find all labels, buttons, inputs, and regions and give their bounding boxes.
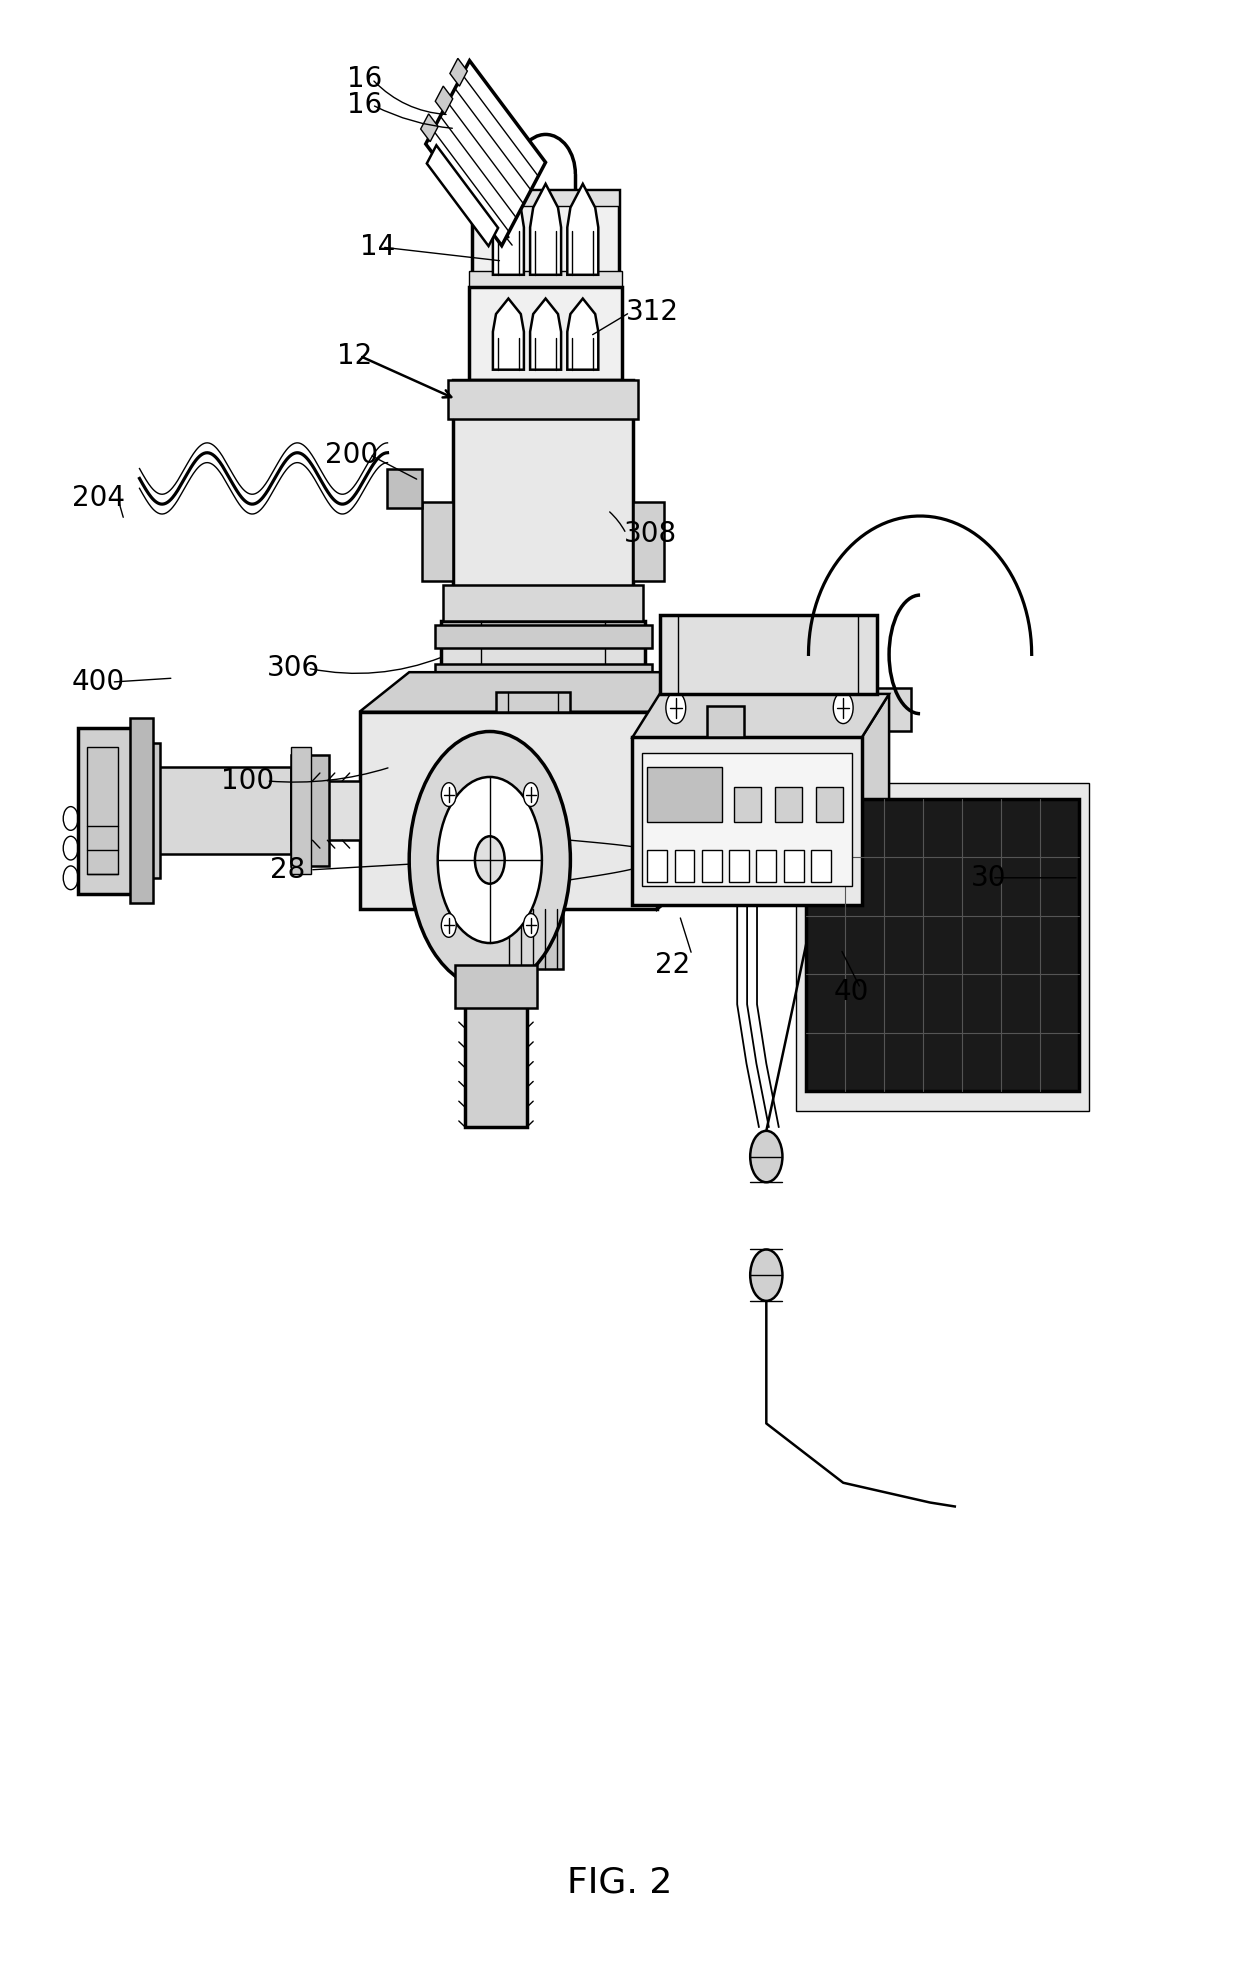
Bar [449,380,639,419]
Bar [702,850,722,882]
Bar [387,469,422,508]
Bar [291,747,311,874]
Bar [422,502,454,581]
Circle shape [441,913,456,937]
Bar [450,59,467,87]
Polygon shape [531,299,560,370]
Polygon shape [492,184,523,275]
Bar [816,787,843,822]
Bar [291,755,329,866]
Bar [434,625,651,648]
Bar [435,87,453,115]
Circle shape [438,777,542,943]
Polygon shape [567,299,598,370]
Text: 400: 400 [72,668,125,696]
Polygon shape [360,672,707,712]
Bar [675,850,694,882]
Bar [434,664,651,688]
Text: 40: 40 [833,979,869,1006]
Bar [775,787,802,822]
Bar [140,743,160,878]
Bar [469,287,622,380]
Bar [87,747,118,874]
Bar [454,380,632,621]
Circle shape [666,692,686,724]
Text: 312: 312 [626,299,680,326]
Text: 306: 306 [267,654,320,682]
Polygon shape [632,694,889,737]
Bar [78,728,146,894]
Bar [811,850,831,882]
Bar [496,692,570,712]
Bar [756,850,776,882]
Polygon shape [862,694,889,905]
Bar [420,115,438,142]
Circle shape [409,731,570,988]
Bar [444,585,642,621]
Bar [291,781,360,840]
Bar [660,615,877,694]
Circle shape [833,692,853,724]
Polygon shape [657,672,707,909]
Circle shape [523,913,538,937]
Bar [472,190,619,206]
Text: 308: 308 [624,520,677,548]
Polygon shape [567,184,598,275]
Bar [806,799,1079,1091]
Bar [360,712,657,909]
Bar [729,850,749,882]
Bar [657,688,911,731]
Text: 16: 16 [347,91,382,119]
Bar [642,753,852,886]
Bar [849,731,864,850]
Circle shape [523,783,538,807]
Bar [469,271,622,287]
Text: 16: 16 [347,65,382,93]
Text: 12: 12 [337,342,372,370]
Bar [455,965,537,1008]
Text: 200: 200 [325,441,378,469]
Text: 204: 204 [72,484,125,512]
Circle shape [750,1131,782,1182]
Text: 30: 30 [971,864,1007,892]
Bar [796,783,1089,1111]
Bar [472,190,619,287]
Bar [670,731,684,850]
Bar [425,61,546,245]
Bar [707,706,744,737]
Bar [784,850,804,882]
Bar [427,144,498,245]
Text: FIG. 2: FIG. 2 [568,1864,672,1900]
Circle shape [441,783,456,807]
Text: 14: 14 [360,233,394,261]
Polygon shape [531,184,560,275]
Circle shape [750,1249,782,1301]
Bar [130,718,153,903]
Bar [465,969,527,1127]
Bar [632,502,665,581]
Circle shape [475,836,505,884]
Bar [441,621,645,692]
Text: 100: 100 [221,767,274,795]
Polygon shape [492,299,523,370]
Bar [734,787,761,822]
Text: 22: 22 [655,951,689,979]
Bar [155,767,291,854]
Bar [503,909,563,969]
Text: 28: 28 [270,856,305,884]
Bar [647,767,722,822]
Bar [725,731,740,850]
Bar [632,737,862,905]
Bar [647,850,667,882]
